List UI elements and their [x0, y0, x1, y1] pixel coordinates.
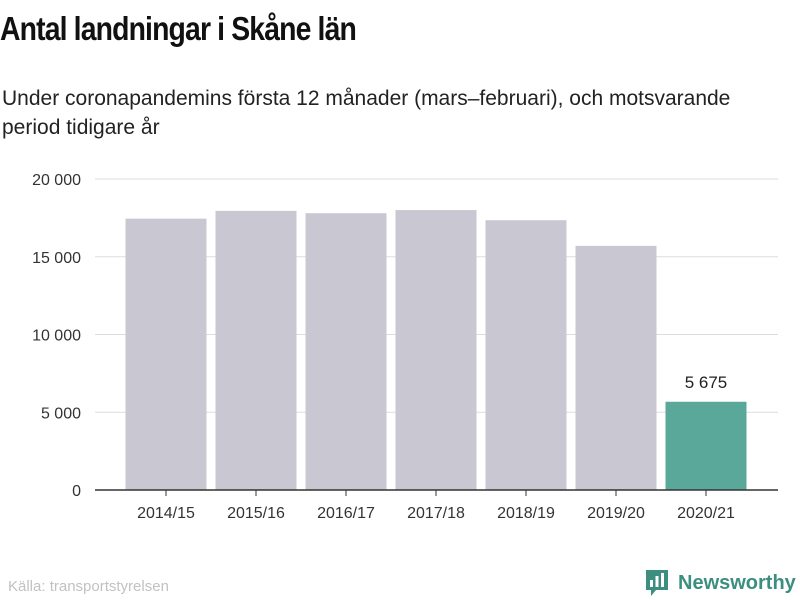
chart-title: Antal landningar i Skåne län — [0, 10, 357, 47]
bar-chart: 0 5 000 10 000 15 000 20 000 5 675 2014/15 2015… — [32, 172, 778, 522]
brand-name: Newsworthy — [678, 571, 796, 594]
chart-subtitle: Under coronapandemins första 12 månader … — [2, 87, 731, 139]
x-tick-label: 2019/20 — [587, 505, 645, 522]
bar — [665, 401, 747, 490]
x-tick-label: 2017/18 — [407, 505, 465, 522]
bar — [215, 210, 297, 490]
y-tick-label: 5 000 — [41, 405, 81, 422]
brand-logo: Newsworthy — [644, 568, 796, 598]
bar — [395, 210, 477, 490]
x-tick-label: 2014/15 — [137, 505, 195, 522]
x-tick-label: 2018/19 — [497, 505, 555, 522]
bar — [575, 245, 657, 490]
y-tick-label: 10 000 — [32, 328, 81, 345]
data-label: 5 675 — [685, 373, 728, 392]
bar — [485, 220, 567, 490]
x-tick-label: 2016/17 — [317, 505, 375, 522]
x-tick-label: 2015/16 — [227, 505, 285, 522]
bar — [125, 218, 207, 490]
y-tick-label: 15 000 — [32, 250, 81, 267]
bar — [305, 213, 387, 490]
source-note: Källa: transportstyrelsen — [8, 578, 169, 595]
bar-chart-logo-icon — [646, 570, 668, 596]
y-tick-label: 20 000 — [32, 172, 81, 189]
y-tick-label: 0 — [72, 483, 81, 500]
x-tick-label: 2020/21 — [677, 505, 735, 522]
